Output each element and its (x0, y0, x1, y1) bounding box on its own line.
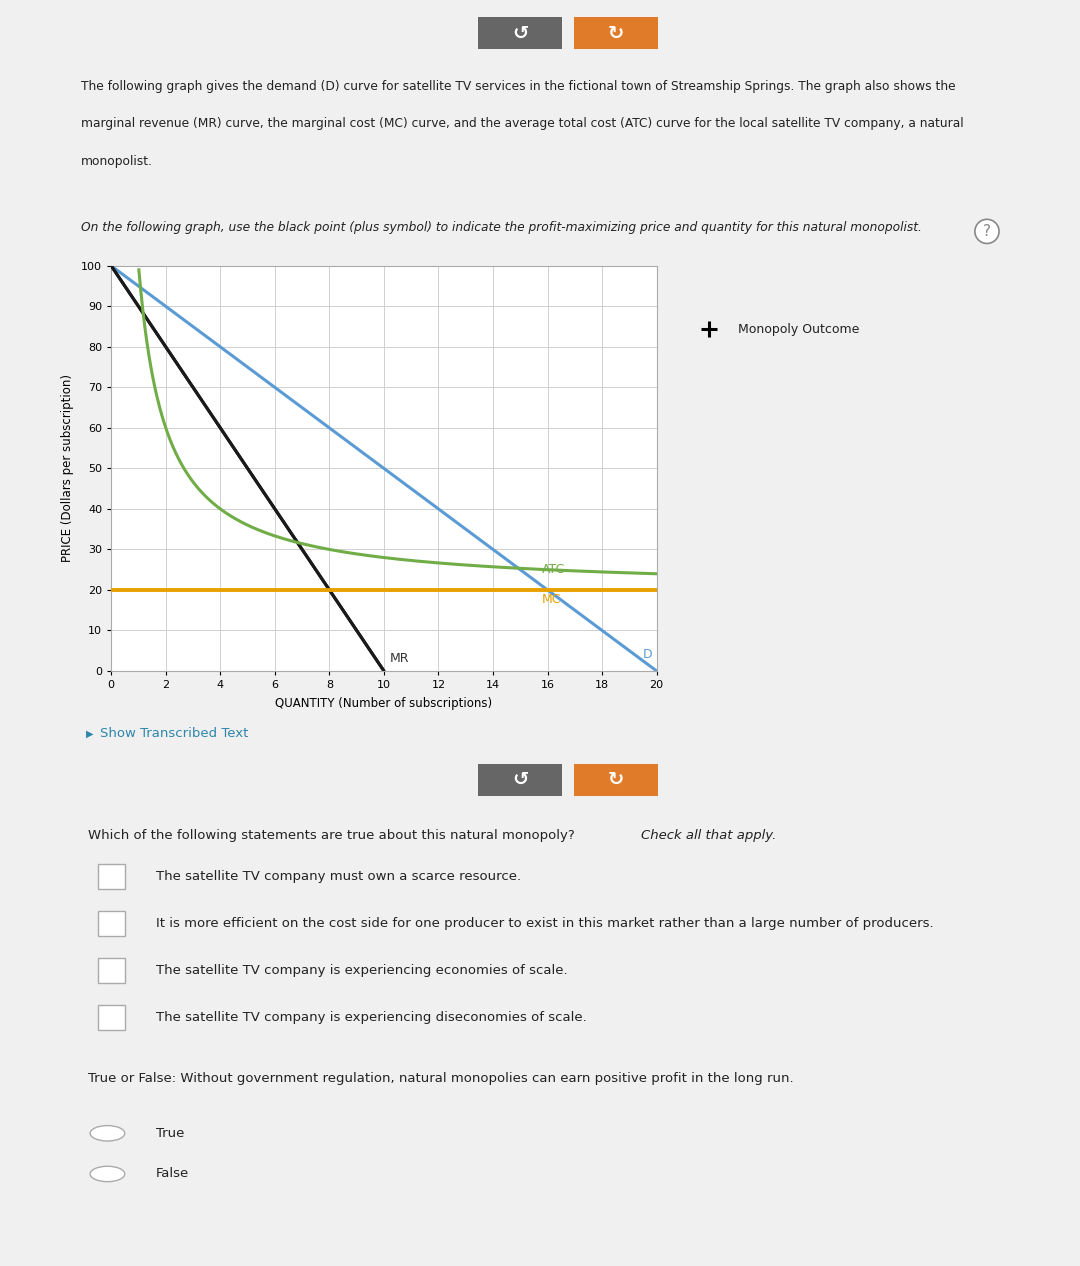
Text: ↺: ↺ (512, 770, 528, 790)
X-axis label: QUANTITY (Number of subscriptions): QUANTITY (Number of subscriptions) (275, 698, 492, 710)
Text: Check all that apply.: Check all that apply. (640, 829, 777, 842)
Text: It is more efficient on the cost side for one producer to exist in this market r: It is more efficient on the cost side fo… (156, 917, 933, 931)
Text: False: False (156, 1167, 189, 1180)
Text: MR: MR (390, 652, 409, 665)
Bar (98, 865, 125, 889)
Text: ↺: ↺ (512, 23, 528, 43)
Text: The satellite TV company must own a scarce resource.: The satellite TV company must own a scar… (156, 870, 521, 884)
Y-axis label: PRICE (Dollars per subscription): PRICE (Dollars per subscription) (62, 375, 75, 562)
Text: The satellite TV company is experiencing economies of scale.: The satellite TV company is experiencing… (156, 965, 567, 977)
Text: MC: MC (542, 594, 562, 606)
Bar (98, 912, 125, 936)
Text: ↻: ↻ (608, 23, 624, 43)
Circle shape (90, 1125, 125, 1141)
Bar (573, 763, 658, 796)
Text: Monopoly Outcome: Monopoly Outcome (739, 323, 860, 335)
Bar (478, 16, 563, 49)
Text: Show Transcribed Text: Show Transcribed Text (99, 727, 248, 741)
Text: Which of the following statements are true about this natural monopoly?: Which of the following statements are tr… (89, 829, 579, 842)
Text: D: D (643, 648, 652, 661)
Text: monopolist.: monopolist. (81, 156, 152, 168)
Text: True: True (156, 1127, 184, 1139)
Circle shape (90, 1166, 125, 1181)
Text: True or False: Without government regulation, natural monopolies can earn positi: True or False: Without government regula… (89, 1072, 794, 1085)
Text: On the following graph, use the black point (plus symbol) to indicate the profit: On the following graph, use the black po… (81, 222, 921, 234)
Bar (478, 763, 563, 796)
Text: ?: ? (983, 224, 991, 239)
Text: ↻: ↻ (608, 770, 624, 790)
Bar (98, 1005, 125, 1031)
Bar (98, 958, 125, 984)
Text: The following graph gives the demand (D) curve for satellite TV services in the : The following graph gives the demand (D)… (81, 80, 955, 92)
Text: ▶: ▶ (86, 729, 94, 738)
Text: marginal revenue (MR) curve, the marginal cost (MC) curve, and the average total: marginal revenue (MR) curve, the margina… (81, 116, 963, 130)
Text: The satellite TV company is experiencing diseconomies of scale.: The satellite TV company is experiencing… (156, 1012, 586, 1024)
Bar (573, 16, 658, 49)
Text: ATC: ATC (542, 563, 565, 576)
